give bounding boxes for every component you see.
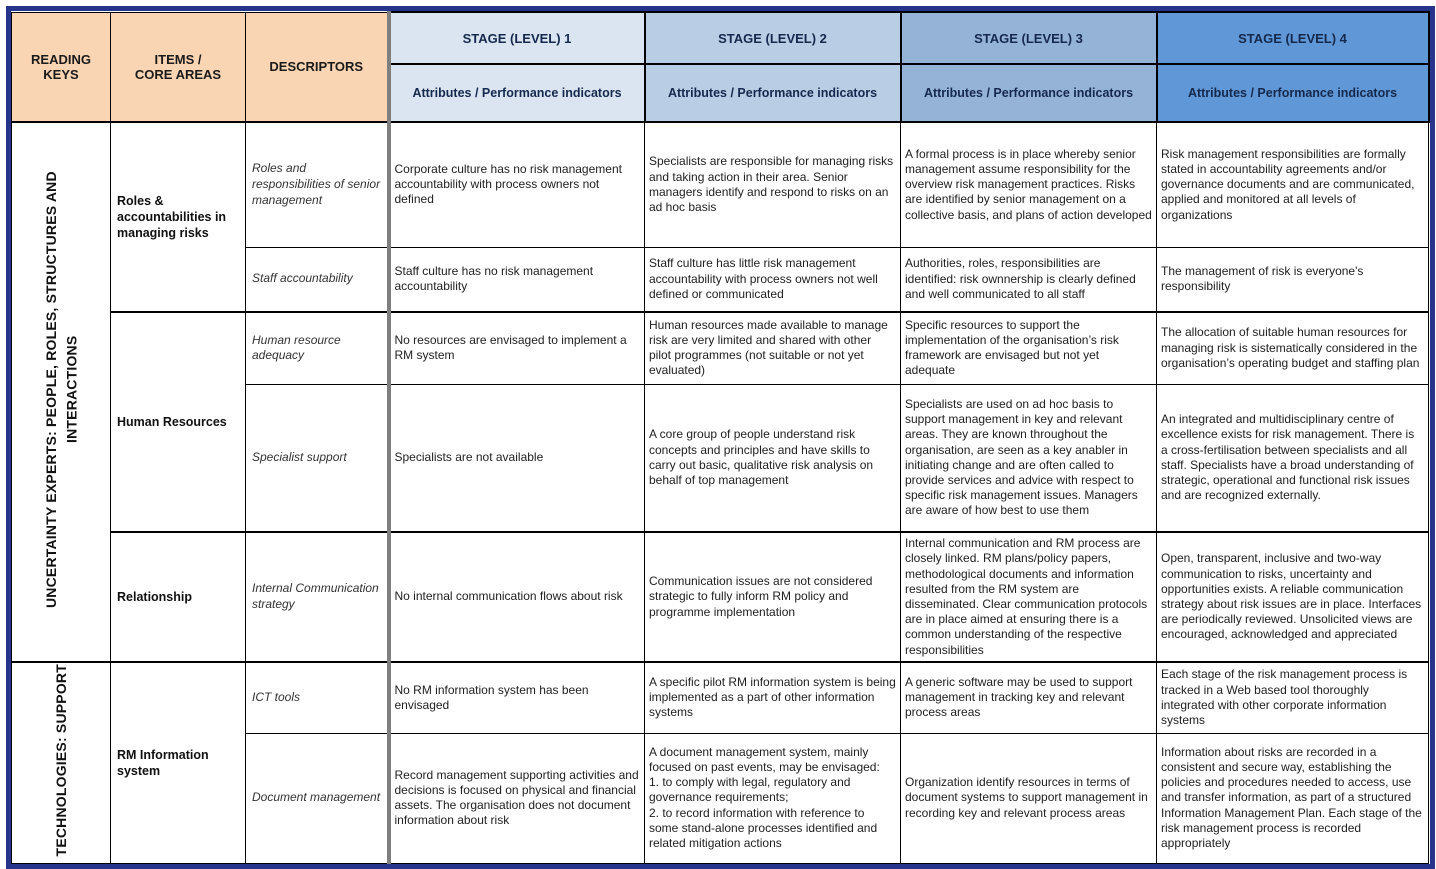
descriptor-cell: ICT tools	[245, 661, 389, 734]
stage1-cell: Specialists are not available	[386, 383, 645, 533]
header-items-core-areas: ITEMS / CORE AREAS	[110, 11, 246, 123]
reading-key-technologies-support: TECHNOLOGIES: SUPPORT	[11, 661, 111, 864]
descriptor-cell: Specialist support	[245, 383, 389, 533]
stage1-cell: Corporate culture has no risk management…	[386, 121, 645, 248]
header-stage-2-subtitle: Attributes / Performance indicators	[643, 63, 902, 123]
descriptor-cell: Human resource adequacy	[245, 311, 389, 385]
stage2-cell: Specialists are responsible for managing…	[644, 121, 901, 248]
stage3-cell: A generic software may be used to suppor…	[900, 661, 1157, 734]
item-roles-accountabilities: Roles & accountabilities in managing ris…	[110, 121, 246, 313]
stage2-cell: Human resources made available to manage…	[644, 311, 901, 385]
item-relationship: Relationship	[110, 531, 246, 663]
header-descriptors: DESCRIPTORS	[245, 11, 389, 123]
descriptor-cell: Document management	[245, 732, 389, 864]
stage4-cell: Open, transparent, inclusive and two-way…	[1156, 531, 1429, 663]
header-stage-2-title: STAGE (LEVEL) 2	[643, 11, 902, 65]
stage3-cell: Organization identify resources in terms…	[900, 732, 1157, 864]
item-rm-information-system: RM Information system	[110, 661, 246, 864]
header-stage-3-subtitle: Attributes / Performance indicators	[899, 63, 1158, 123]
stage1-cell: No resources are envisaged to implement …	[386, 311, 645, 385]
reading-key-label: UNCERTAINTY EXPERTS: PEOPLE, ROLES, STRU…	[42, 171, 79, 608]
stage3-cell: A formal process is in place whereby sen…	[900, 121, 1157, 248]
stage1-cell: Staff culture has no risk management acc…	[386, 246, 645, 313]
descriptor-cell: Roles and responsibilities of senior man…	[245, 121, 389, 248]
stage2-cell: A specific pilot RM information system i…	[644, 661, 901, 734]
header-stage-1-subtitle: Attributes / Performance indicators	[386, 63, 646, 123]
stage1-cell: No RM information system has been envisa…	[386, 661, 645, 734]
stage1-cell: No internal communication flows about ri…	[386, 531, 645, 663]
stage2-cell: Staff culture has little risk management…	[644, 246, 901, 313]
header-stage-3-title: STAGE (LEVEL) 3	[899, 11, 1158, 65]
stage4-cell: Each stage of the risk management proces…	[1156, 661, 1429, 734]
risk-maturity-table: READING KEYS ITEMS / CORE AREAS DESCRIPT…	[11, 11, 1430, 864]
header-reading-keys: READING KEYS	[11, 11, 111, 123]
header-stage-4-title: STAGE (LEVEL) 4	[1155, 11, 1430, 65]
stage1-cell: Record management supporting activities …	[386, 732, 645, 864]
stage2-cell: A core group of people understand risk c…	[644, 383, 901, 533]
stage4-cell: Information about risks are recorded in …	[1156, 732, 1429, 864]
stage2-cell: A document management system, mainly foc…	[644, 732, 901, 864]
stage2-cell: Communication issues are not considered …	[644, 531, 901, 663]
descriptor-cell: Internal Communication strategy	[245, 531, 389, 663]
maturity-table-frame: READING KEYS ITEMS / CORE AREAS DESCRIPT…	[6, 6, 1435, 869]
stage4-cell: The management of risk is everyone's res…	[1156, 246, 1429, 313]
stage4-cell: Risk management responsibilities are for…	[1156, 121, 1429, 248]
descriptor-cell: Staff accountability	[245, 246, 389, 313]
item-human-resources: Human Resources	[110, 311, 246, 533]
reading-key-uncertainty-experts: UNCERTAINTY EXPERTS: PEOPLE, ROLES, STRU…	[11, 121, 111, 663]
stage3-cell: Specialists are used on ad hoc basis to …	[900, 383, 1157, 533]
header-stage-1-title: STAGE (LEVEL) 1	[386, 11, 646, 65]
header-stage-4-subtitle: Attributes / Performance indicators	[1155, 63, 1430, 123]
stage3-cell: Internal communication and RM process ar…	[900, 531, 1157, 663]
stage4-cell: An integrated and multidisciplinary cent…	[1156, 383, 1429, 533]
stage3-cell: Authorities, roles, responsibilities are…	[900, 246, 1157, 313]
reading-key-label: TECHNOLOGIES: SUPPORT	[52, 664, 69, 857]
stage4-cell: The allocation of suitable human resourc…	[1156, 311, 1429, 385]
stage3-cell: Specific resources to support the implem…	[900, 311, 1157, 385]
